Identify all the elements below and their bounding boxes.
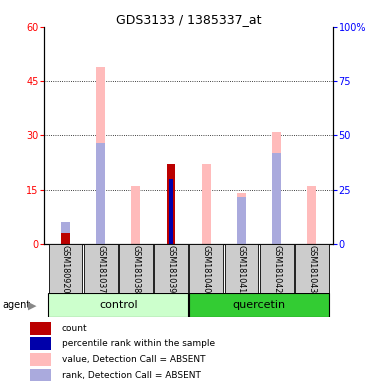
Text: count: count xyxy=(62,324,87,333)
Title: GDS3133 / 1385337_at: GDS3133 / 1385337_at xyxy=(116,13,261,26)
Text: GSM181040: GSM181040 xyxy=(202,245,211,293)
Bar xyxy=(30,369,51,381)
Bar xyxy=(167,164,176,244)
Bar xyxy=(295,244,329,294)
Text: GSM181037: GSM181037 xyxy=(96,245,105,293)
Bar xyxy=(189,244,223,294)
Text: quercetin: quercetin xyxy=(233,300,286,310)
Bar xyxy=(154,244,188,294)
Bar xyxy=(30,353,51,366)
Bar xyxy=(189,293,329,317)
Text: GSM180920: GSM180920 xyxy=(61,245,70,293)
Text: value, Detection Call = ABSENT: value, Detection Call = ABSENT xyxy=(62,355,205,364)
Bar xyxy=(84,244,117,294)
Text: GSM181039: GSM181039 xyxy=(167,245,176,293)
Text: GSM181043: GSM181043 xyxy=(307,245,316,293)
Bar xyxy=(202,164,211,244)
Text: GSM181041: GSM181041 xyxy=(237,245,246,293)
Bar xyxy=(48,293,189,317)
Text: control: control xyxy=(99,300,137,310)
Bar xyxy=(119,244,153,294)
Bar xyxy=(61,233,70,244)
Text: GSM181038: GSM181038 xyxy=(131,245,140,293)
Text: percentile rank within the sample: percentile rank within the sample xyxy=(62,339,215,348)
Bar xyxy=(308,186,316,244)
Bar xyxy=(30,337,51,350)
Bar xyxy=(224,244,258,294)
Bar xyxy=(96,142,105,244)
Bar xyxy=(96,67,105,244)
Bar xyxy=(260,244,294,294)
Text: GSM181042: GSM181042 xyxy=(272,245,281,293)
Bar xyxy=(61,222,70,244)
Text: rank, Detection Call = ABSENT: rank, Detection Call = ABSENT xyxy=(62,371,201,380)
Bar xyxy=(131,186,140,244)
Text: ▶: ▶ xyxy=(28,300,36,310)
Bar xyxy=(237,197,246,244)
Bar xyxy=(49,244,82,294)
Bar xyxy=(169,179,174,244)
Bar xyxy=(272,154,281,244)
Bar xyxy=(237,193,246,244)
Text: agent: agent xyxy=(2,300,30,310)
Bar xyxy=(30,322,51,334)
Bar xyxy=(61,233,70,244)
Bar xyxy=(272,132,281,244)
